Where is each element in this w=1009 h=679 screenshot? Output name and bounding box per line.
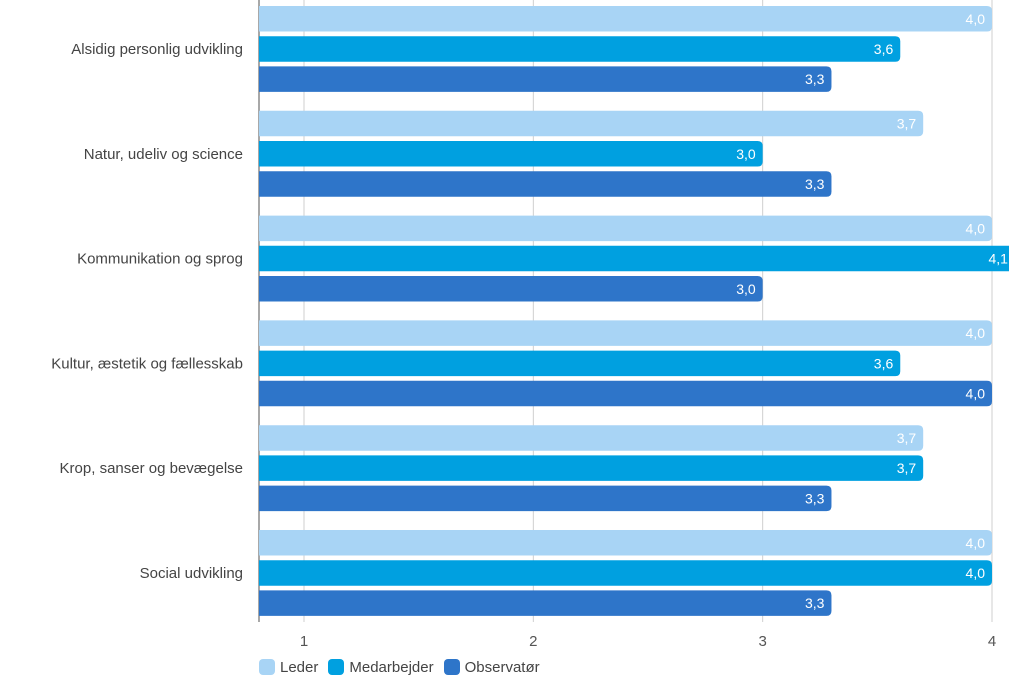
category-label: Kultur, æstetik og fællesskab	[51, 355, 243, 372]
legend-label-medarbejder: Medarbejder	[349, 658, 434, 676]
legend-item-leder[interactable]: Leder	[259, 659, 318, 676]
legend-item-observator[interactable]: Observatør	[443, 658, 540, 676]
grid-lines	[258, 0, 993, 622]
category-label: Alsidig personlig udvikling	[71, 41, 243, 58]
data-label-medarbejder: 4,1	[988, 251, 1008, 267]
x-axis-ticks: 1 2 3 4	[300, 633, 996, 650]
x-tick-label: 4	[988, 633, 996, 650]
bar-medarbejder	[259, 141, 763, 167]
x-tick-label: 1	[300, 633, 308, 650]
bar-medarbejder	[259, 455, 924, 481]
data-label-observator: 3,0	[736, 281, 756, 297]
legend-label-leder: Leder	[280, 658, 319, 676]
bar-medarbejder	[259, 560, 992, 586]
data-label-observator: 3,3	[805, 176, 825, 192]
bar-observator	[259, 485, 832, 512]
data-label-observator: 3,3	[805, 490, 825, 506]
data-label-medarbejder: 3,0	[736, 146, 756, 162]
bar-observator	[259, 590, 832, 616]
category-labels: Alsidig personlig udvikling Natur, udeliv…	[51, 41, 243, 582]
bar-leder	[259, 215, 992, 242]
data-label-leder: 4,0	[966, 11, 986, 27]
bar-leder	[259, 425, 924, 451]
bar-leder	[259, 110, 924, 137]
data-labels: 4,03,63,33,73,03,34,04,13,04,03,64,03,73…	[736, 11, 1008, 611]
category-label: Social udvikling	[140, 565, 243, 582]
data-label-medarbejder: 3,6	[874, 355, 894, 371]
category-label: Kommunikation og sprog	[77, 251, 243, 268]
bar-leder	[259, 6, 992, 32]
x-tick-label: 3	[758, 633, 766, 650]
bar-leder	[259, 320, 992, 346]
bar-observator	[259, 276, 763, 302]
data-label-medarbejder: 4,0	[966, 565, 986, 581]
legend-swatch-leder	[259, 659, 275, 675]
bar-observator	[259, 380, 992, 407]
bar-medarbejder	[259, 350, 901, 377]
legend-label-observator: Observatør	[464, 658, 540, 676]
legend: Leder Medarbejder Observatør	[259, 657, 544, 677]
bar-observator	[259, 66, 832, 92]
data-label-observator: 4,0	[966, 386, 986, 402]
legend-item-medarbejder[interactable]: Medarbejder	[328, 658, 434, 676]
bars	[259, 6, 1009, 616]
bar-observator	[259, 171, 832, 197]
bar-medarbejder	[259, 245, 1009, 272]
data-label-observator: 3,3	[805, 71, 825, 87]
category-label: Natur, udeliv og science	[84, 146, 243, 163]
data-label-medarbejder: 3,7	[897, 460, 917, 476]
legend-swatch-medarbejder	[328, 659, 345, 675]
data-label-leder: 4,0	[966, 220, 986, 236]
category-label: Krop, sanser og bevægelse	[60, 460, 243, 477]
bar-medarbejder	[259, 36, 901, 62]
bar-leder	[259, 530, 992, 556]
data-label-leder: 4,0	[966, 535, 986, 551]
data-label-medarbejder: 3,6	[874, 41, 894, 57]
data-label-leder: 3,7	[897, 116, 917, 132]
data-label-leder: 4,0	[966, 325, 986, 341]
data-label-leder: 3,7	[897, 430, 917, 446]
x-tick-label: 2	[529, 633, 537, 650]
data-label-observator: 3,3	[805, 595, 825, 611]
legend-swatch-observator	[443, 659, 460, 675]
